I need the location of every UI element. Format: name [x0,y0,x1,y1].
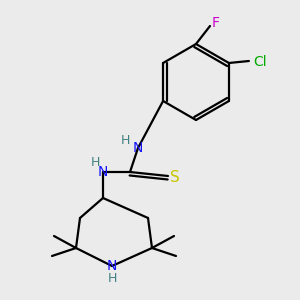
Text: N: N [107,259,117,273]
Text: N: N [133,141,143,155]
Text: F: F [212,16,220,30]
Text: H: H [107,272,117,284]
Text: N: N [98,165,108,179]
Text: Cl: Cl [253,55,267,69]
Text: S: S [170,169,180,184]
Text: H: H [90,157,100,169]
Text: H: H [120,134,130,148]
